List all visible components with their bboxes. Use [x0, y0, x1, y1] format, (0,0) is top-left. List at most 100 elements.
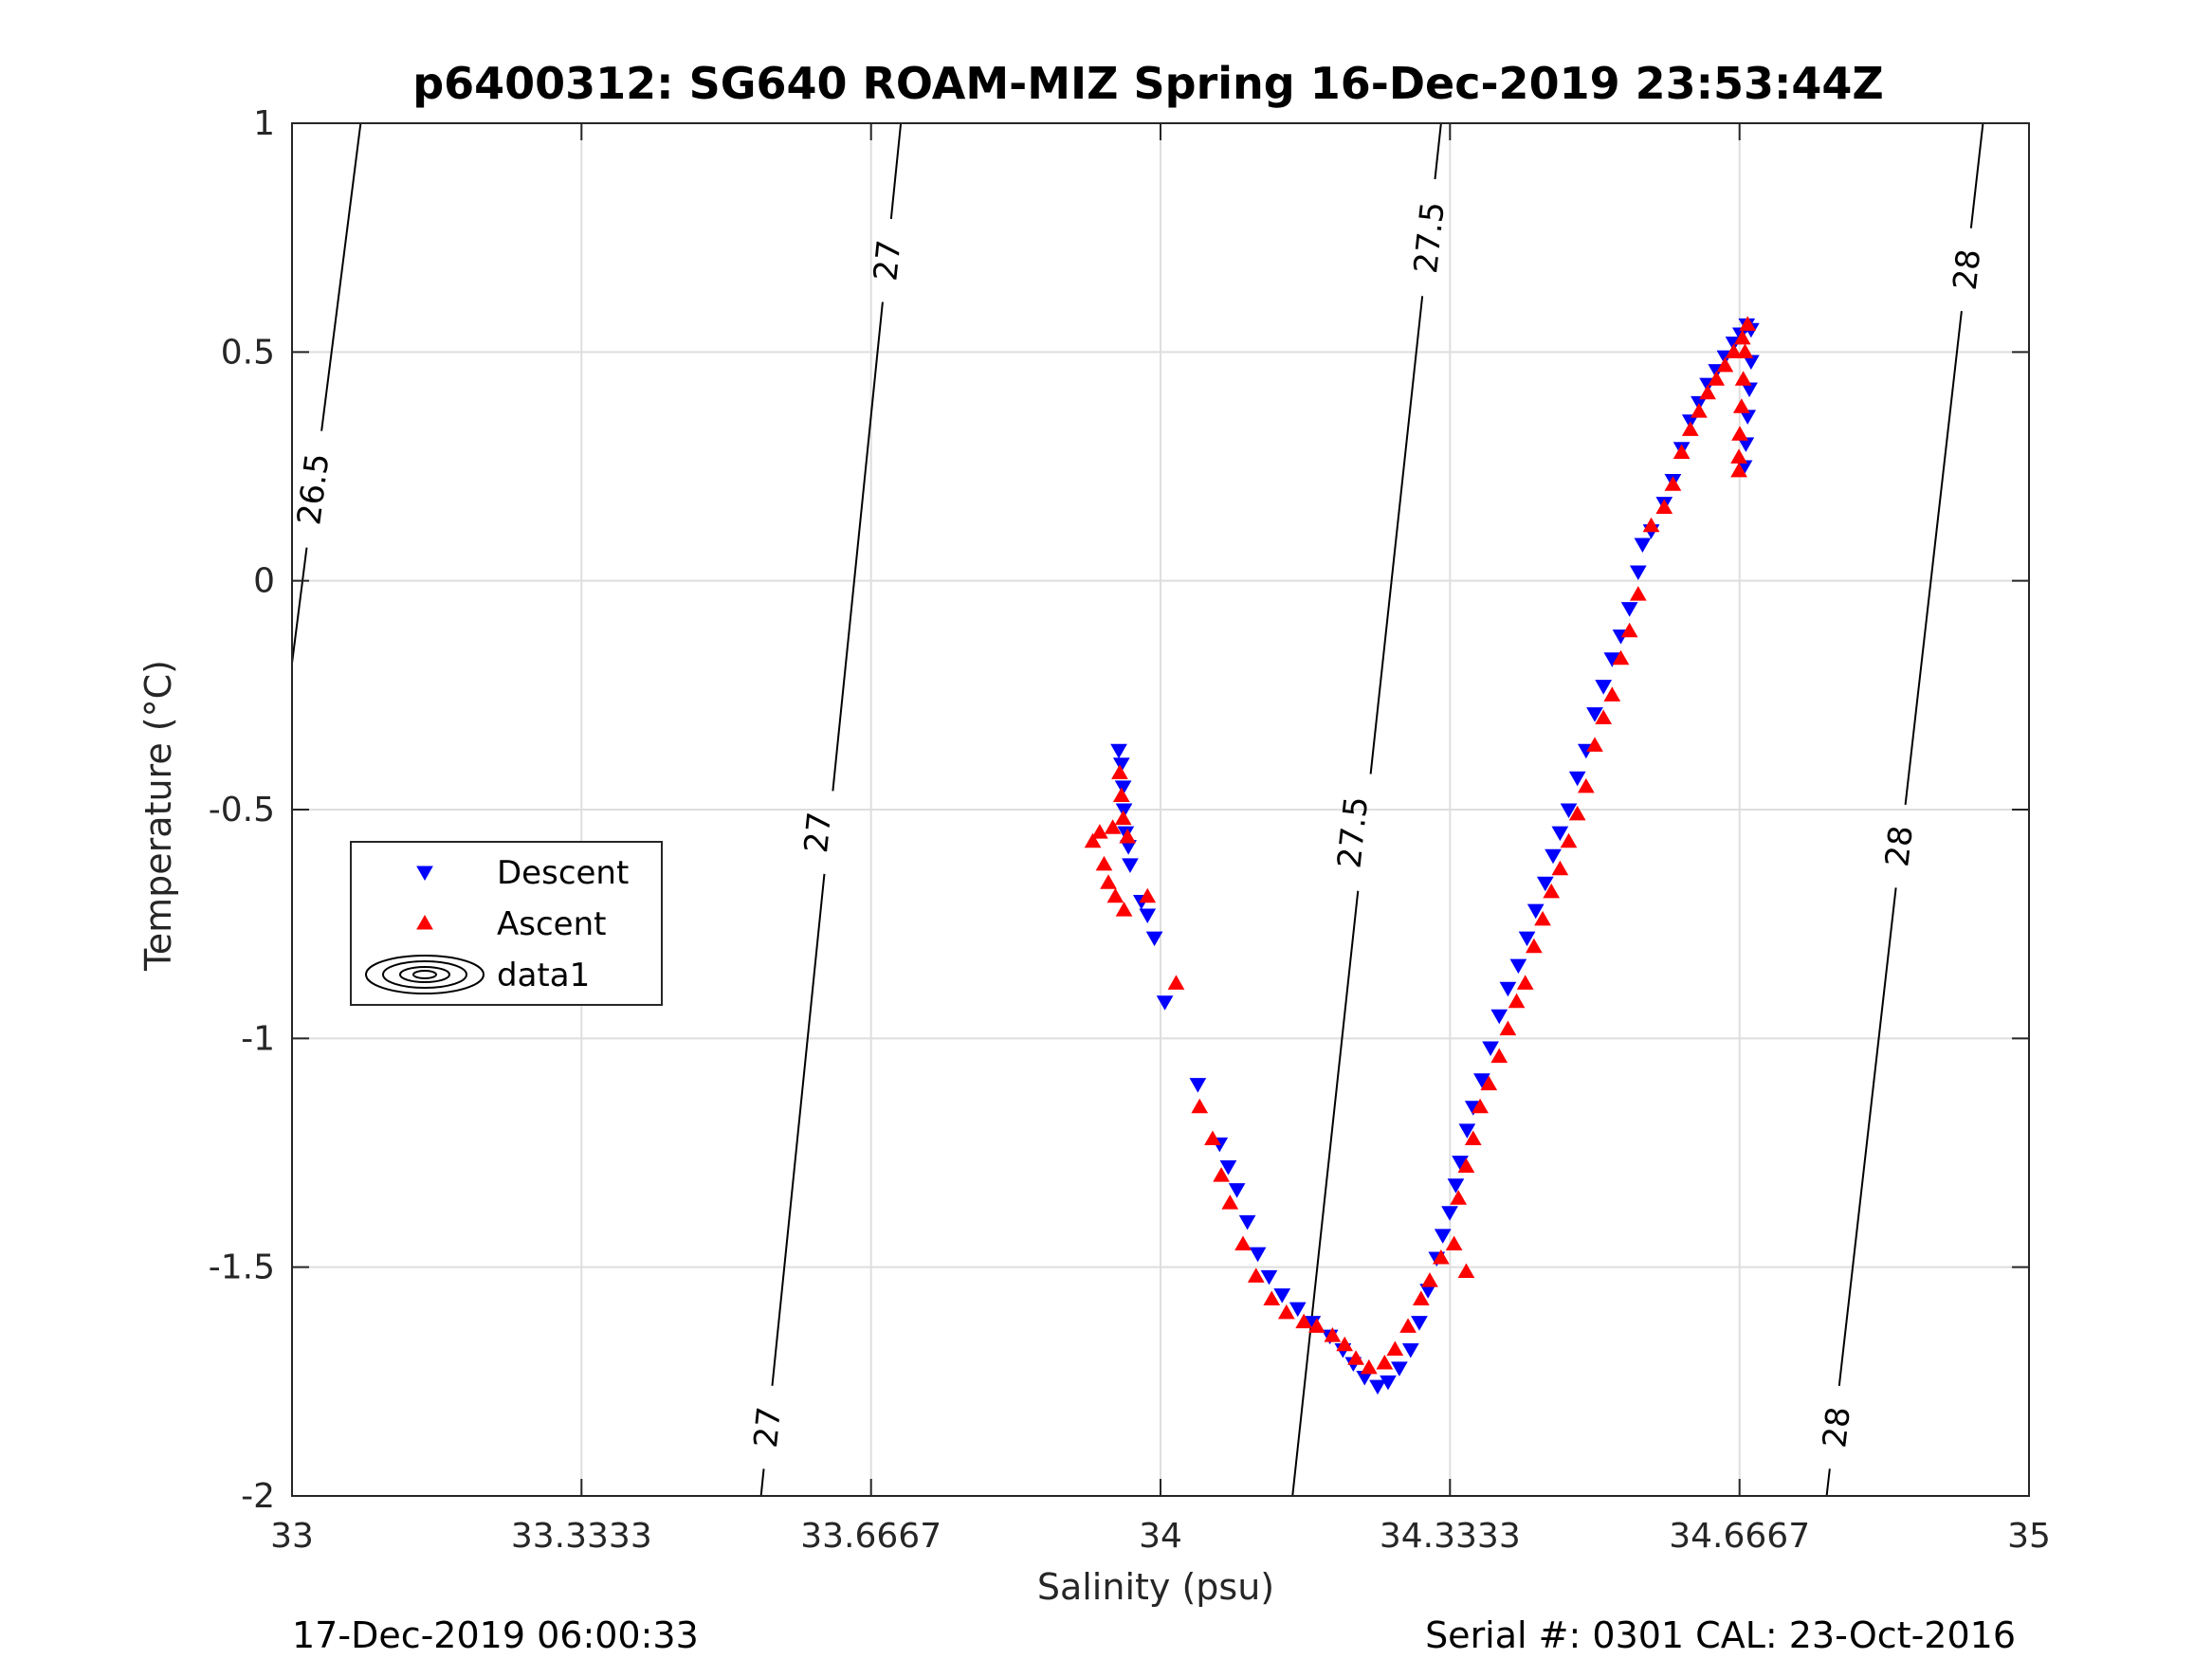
- data-point: [1441, 1206, 1458, 1221]
- x-tick-label: 33.6667: [800, 1517, 941, 1556]
- data-point: [1516, 975, 1534, 990]
- legend-marker: [416, 914, 433, 930]
- density-contour-line: [1291, 890, 1360, 1497]
- data-point: [1347, 1350, 1364, 1365]
- data-point: [1386, 1340, 1404, 1357]
- density-contour-line: [1837, 887, 1897, 1386]
- data-point: [1369, 1379, 1386, 1395]
- x-tick-label: 34.3333: [1380, 1517, 1521, 1556]
- data-point: [1167, 975, 1185, 990]
- legend-contour-icon: [399, 966, 450, 983]
- data-point: [1482, 1041, 1499, 1056]
- legend: Descent Ascent data1: [350, 841, 663, 1006]
- data-point: [1490, 1009, 1508, 1025]
- y-tick-label: -1: [241, 1019, 275, 1058]
- density-contour-line: [771, 873, 826, 1386]
- contour-label: 27: [747, 1405, 789, 1449]
- data-point: [1111, 764, 1128, 779]
- data-point: [1247, 1267, 1265, 1283]
- data-point: [1620, 602, 1638, 617]
- y-tick-label: 1: [253, 104, 275, 143]
- x-tick-label: 35: [2007, 1517, 2051, 1556]
- data-point: [1464, 1130, 1482, 1146]
- series-descent: [1110, 318, 1760, 1395]
- data-point: [1673, 444, 1691, 460]
- data-point: [1526, 938, 1543, 954]
- data-point: [1732, 398, 1750, 413]
- data-point: [1139, 908, 1157, 924]
- contour-label: 27.5: [1330, 794, 1376, 870]
- data-point: [1145, 931, 1163, 947]
- data-point: [1708, 371, 1726, 386]
- data-point: [1376, 1355, 1394, 1370]
- data-point: [1139, 887, 1157, 903]
- data-point: [1324, 1327, 1342, 1342]
- legend-contour-icon: [412, 970, 437, 979]
- data-point: [1568, 805, 1586, 821]
- data-point: [1691, 403, 1708, 418]
- data-point: [1551, 860, 1569, 876]
- data-point: [1457, 1158, 1475, 1173]
- contour-label: 26.5: [290, 451, 337, 527]
- data-point: [1445, 1235, 1463, 1251]
- data-point: [1336, 1336, 1354, 1352]
- data-point: [1084, 832, 1102, 848]
- y-tick-label: -2: [241, 1477, 275, 1516]
- data-point: [1095, 855, 1113, 871]
- data-point: [1612, 649, 1630, 665]
- density-contour-line: [291, 547, 308, 664]
- data-point: [1421, 1272, 1438, 1287]
- density-contour-line: [1825, 1468, 1831, 1497]
- data-point: [1509, 958, 1527, 975]
- data-point: [1577, 777, 1595, 793]
- data-markers: [1084, 316, 1760, 1395]
- data-point: [1289, 1302, 1307, 1318]
- data-point: [1391, 1361, 1408, 1376]
- data-point: [1115, 902, 1133, 917]
- data-point: [1457, 1263, 1475, 1278]
- data-point: [1213, 1167, 1230, 1182]
- contour-label: 27.5: [1407, 200, 1453, 276]
- contour-label: 28: [1816, 1405, 1858, 1450]
- y-tick-label: -1.5: [209, 1249, 275, 1287]
- data-point: [1434, 1229, 1452, 1244]
- data-point: [1234, 1235, 1252, 1251]
- data-point: [1308, 1318, 1325, 1333]
- data-point: [1189, 1078, 1207, 1093]
- data-point: [1104, 819, 1122, 834]
- data-point: [1112, 757, 1130, 773]
- data-point: [1295, 1313, 1313, 1329]
- legend-marker: [416, 866, 433, 882]
- axis-ticks: 33 33.3333 33.6667 34 34.3333 34.6667 35 1 0.5 0 -…: [209, 104, 2051, 1556]
- data-point: [1480, 1075, 1498, 1091]
- contour-label: 27: [797, 811, 839, 855]
- y-axis-label: Temperature (°C): [137, 660, 179, 972]
- data-point: [1112, 787, 1130, 803]
- density-contour-line: [1369, 296, 1424, 775]
- data-point: [1629, 586, 1647, 601]
- data-point: [1260, 1269, 1278, 1285]
- legend-contour-icon: [382, 960, 467, 989]
- data-point: [1273, 1288, 1291, 1304]
- data-point: [1219, 1159, 1237, 1176]
- density-contours: 26.5 27 27 27 27.5 27.5 28 28 28: [290, 122, 1989, 1497]
- legend-entry: Ascent: [497, 905, 606, 943]
- series-ascent: [1084, 316, 1757, 1375]
- data-point: [1545, 848, 1562, 865]
- data-point: [1551, 826, 1569, 842]
- data-point: [1114, 780, 1132, 795]
- data-point: [1119, 828, 1137, 844]
- contour-label: 28: [1947, 247, 1989, 293]
- data-point: [1114, 810, 1132, 826]
- data-point: [1603, 686, 1621, 702]
- data-point: [1473, 1073, 1490, 1088]
- footer-timestamp: 17-Dec-2019 06:00:33: [292, 1614, 699, 1656]
- data-point: [1380, 1375, 1397, 1391]
- data-point: [1411, 1316, 1428, 1331]
- data-point: [1263, 1290, 1281, 1305]
- data-point: [1249, 1247, 1267, 1263]
- data-point: [1115, 803, 1133, 819]
- data-point: [1568, 771, 1586, 787]
- data-point: [1586, 737, 1603, 752]
- data-point: [1221, 1194, 1239, 1210]
